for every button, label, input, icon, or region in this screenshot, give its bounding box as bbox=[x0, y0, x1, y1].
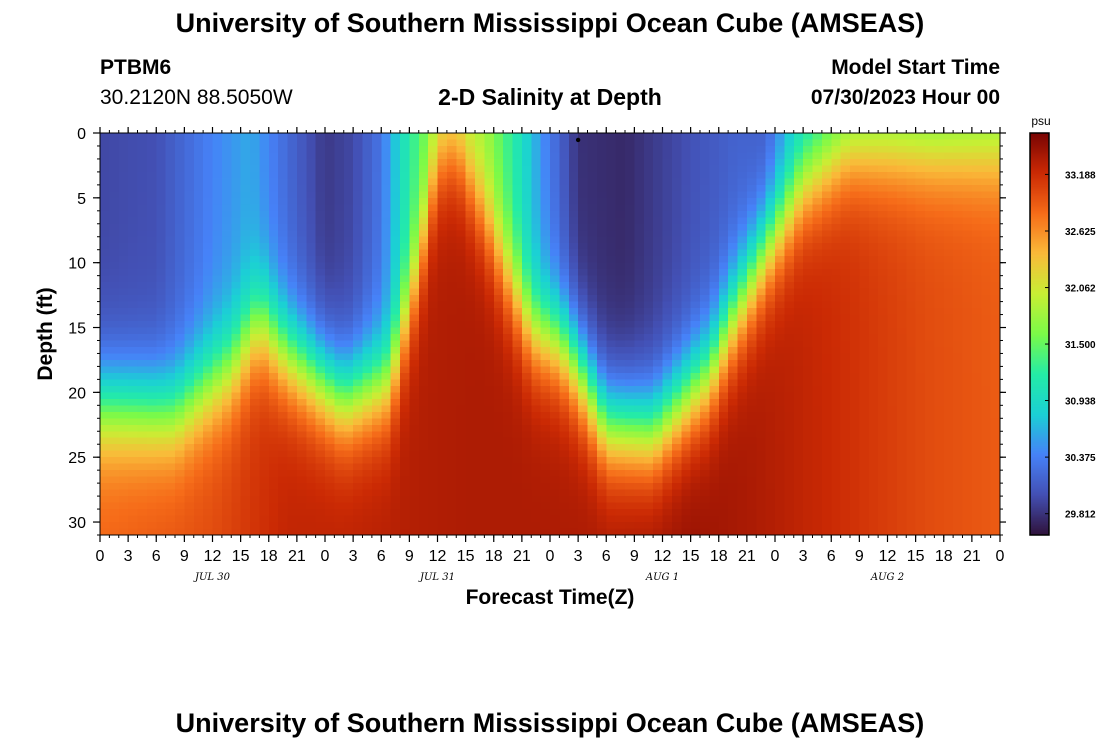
x-tick-label: 18 bbox=[260, 548, 278, 565]
x-tick-label: 12 bbox=[654, 548, 672, 565]
x-tick-label: 0 bbox=[96, 548, 105, 565]
x-tick-label: 15 bbox=[907, 548, 925, 565]
model-start-label: Model Start Time bbox=[831, 56, 1000, 79]
y-tick-label: 25 bbox=[68, 450, 86, 467]
colorbar-gradient bbox=[1030, 133, 1049, 535]
colorbar-tick-label: 29.812 bbox=[1065, 510, 1096, 521]
colorbar-tick-label: 33.188 bbox=[1065, 170, 1096, 181]
date-label: AUG 2 bbox=[870, 572, 904, 583]
x-tick-label: 6 bbox=[377, 548, 386, 565]
y-axis-label: Depth (ft) bbox=[34, 287, 57, 380]
colorbar-tick-label: 32.062 bbox=[1065, 284, 1096, 295]
x-tick-label: 18 bbox=[485, 548, 503, 565]
colorbar-frame bbox=[1029, 132, 1050, 536]
x-tick-label: 3 bbox=[349, 548, 358, 565]
x-tick-label: 3 bbox=[574, 548, 583, 565]
station-id: PTBM6 bbox=[100, 56, 172, 79]
y-tick-label: 15 bbox=[68, 321, 86, 338]
footer-title: University of Southern Mississippi Ocean… bbox=[175, 708, 925, 738]
colorbar-tick-label: 30.938 bbox=[1065, 397, 1096, 408]
x-tick-label: 15 bbox=[232, 548, 250, 565]
x-tick-label: 12 bbox=[204, 548, 222, 565]
x-tick-label: 9 bbox=[180, 548, 189, 565]
y-tick-label: 10 bbox=[68, 256, 86, 273]
y-tick-label: 30 bbox=[68, 515, 86, 532]
x-tick-label: 6 bbox=[152, 548, 161, 565]
x-axis-label: Forecast Time(Z) bbox=[466, 586, 635, 609]
x-tick-label: 6 bbox=[602, 548, 611, 565]
x-tick-label: 0 bbox=[546, 548, 555, 565]
x-tick-label: 21 bbox=[738, 548, 756, 565]
model-start-value: 07/30/2023 Hour 00 bbox=[810, 86, 1000, 109]
x-tick-label: 9 bbox=[855, 548, 864, 565]
date-label: JUL 30 bbox=[193, 572, 231, 583]
x-tick-label: 12 bbox=[429, 548, 447, 565]
salinity-heatmap bbox=[100, 133, 1000, 535]
x-tick-label: 21 bbox=[513, 548, 531, 565]
y-tick-label: 0 bbox=[77, 126, 86, 143]
x-tick-label: 0 bbox=[321, 548, 330, 565]
x-tick-label: 15 bbox=[457, 548, 475, 565]
y-tick-label: 5 bbox=[77, 191, 86, 208]
x-tick-label: 0 bbox=[771, 548, 780, 565]
min-marker bbox=[575, 137, 581, 143]
x-tick-label: 9 bbox=[630, 548, 639, 565]
x-tick-label: 21 bbox=[288, 548, 306, 565]
x-tick-label: 18 bbox=[710, 548, 728, 565]
x-tick-label: 15 bbox=[682, 548, 700, 565]
plot-title: 2-D Salinity at Depth bbox=[438, 84, 662, 110]
x-tick-label: 9 bbox=[405, 548, 414, 565]
colorbar-tick-label: 32.625 bbox=[1065, 227, 1096, 238]
colorbar-tick-label: 31.500 bbox=[1065, 340, 1096, 351]
y-tick-label: 20 bbox=[68, 385, 86, 402]
x-tick-label: 3 bbox=[124, 548, 133, 565]
x-tick-label: 18 bbox=[935, 548, 953, 565]
x-tick-label: 21 bbox=[963, 548, 981, 565]
colorbar-unit: psu bbox=[1031, 114, 1050, 128]
x-tick-label: 12 bbox=[879, 548, 897, 565]
page-title: University of Southern Mississippi Ocean… bbox=[175, 8, 925, 38]
station-coords: 30.2120N 88.5050W bbox=[100, 86, 293, 109]
x-tick-label: 6 bbox=[827, 548, 836, 565]
x-tick-label: 3 bbox=[799, 548, 808, 565]
date-label: AUG 1 bbox=[645, 572, 679, 583]
colorbar-tick-label: 30.375 bbox=[1065, 453, 1096, 464]
x-tick-label: 0 bbox=[996, 548, 1005, 565]
date-label: JUL 31 bbox=[418, 572, 455, 583]
